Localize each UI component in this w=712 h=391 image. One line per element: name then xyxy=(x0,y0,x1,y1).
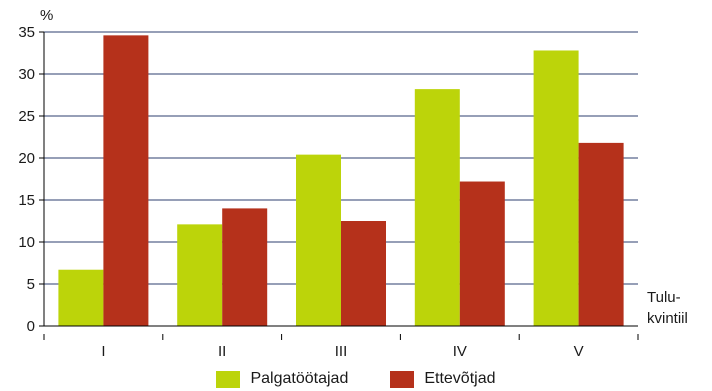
x-tick-label-V: V xyxy=(574,343,584,360)
legend-item-ettevotjad: Ettevõtjad xyxy=(390,370,496,388)
bar-ettevotjad-I xyxy=(103,35,149,327)
bar-palgatootajad-V xyxy=(533,50,579,326)
x-tick-label-III: III xyxy=(335,343,348,360)
y-tick-label-25: 25 xyxy=(18,108,35,125)
bar-palgatootajad-I xyxy=(58,269,104,326)
axes-layer xyxy=(43,32,638,327)
y-axis-unit-label: % xyxy=(40,7,53,24)
legend-label-palgatootajad: Palgatöötajad xyxy=(250,370,349,387)
y-tick-label-20: 20 xyxy=(18,150,35,167)
bar-palgatootajad-II xyxy=(177,224,223,326)
bar-ettevotjad-IV xyxy=(459,181,505,326)
legend: Palgatöötajad Ettevõtjad xyxy=(0,368,712,390)
bars-layer xyxy=(58,35,624,327)
y-tick-label-5: 5 xyxy=(27,276,35,293)
legend-swatch-ettevotjad xyxy=(390,370,415,388)
bar-palgatootajad-III xyxy=(296,154,341,326)
y-tick-label-10: 10 xyxy=(18,234,35,251)
x-axis-title-line-2: kvintiil xyxy=(647,310,688,327)
x-ticks: I II III IV V xyxy=(43,334,639,360)
legend-label-ettevotjad: Ettevõtjad xyxy=(424,370,496,387)
legend-swatch-palgatootajad xyxy=(216,370,241,388)
bar-palgatootajad-IV xyxy=(414,89,460,327)
x-tick-label-II: II xyxy=(218,343,226,360)
x-tick-label-I: I xyxy=(101,343,105,360)
y-tick-label-35: 35 xyxy=(18,24,35,41)
y-tick-label-0: 0 xyxy=(27,318,35,335)
bar-ettevotjad-III xyxy=(341,221,386,326)
y-ticks: 0 5 10 15 20 25 30 35 xyxy=(18,24,44,335)
y-tick-label-30: 30 xyxy=(18,66,35,83)
bar-ettevotjad-V xyxy=(578,142,624,326)
bar-ettevotjad-II xyxy=(222,208,268,326)
y-tick-label-15: 15 xyxy=(18,192,35,209)
x-axis-title-line-1: Tulu- xyxy=(647,289,681,306)
x-tick-label-IV: IV xyxy=(453,343,467,360)
legend-item-palgatootajad: Palgatöötajad xyxy=(216,370,348,388)
